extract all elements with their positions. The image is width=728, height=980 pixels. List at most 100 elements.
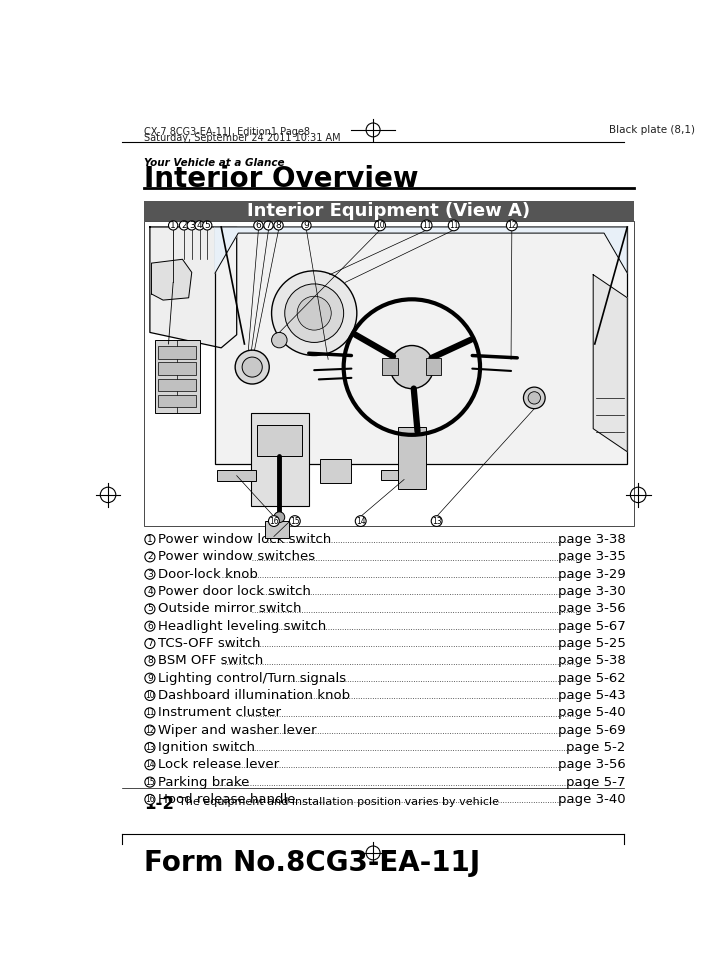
- Circle shape: [145, 587, 155, 597]
- Text: Hood release handle: Hood release handle: [159, 793, 296, 806]
- Text: CX-7 8CG3-EA-11J  Edition1 Page8: CX-7 8CG3-EA-11J Edition1 Page8: [143, 126, 309, 137]
- Circle shape: [145, 708, 155, 717]
- Text: 10: 10: [145, 691, 155, 700]
- Polygon shape: [150, 227, 237, 348]
- Circle shape: [145, 656, 155, 665]
- Text: Headlight leveling switch: Headlight leveling switch: [159, 619, 327, 633]
- Text: page 5-69: page 5-69: [558, 723, 626, 737]
- Text: 16: 16: [145, 795, 155, 804]
- Text: 3: 3: [147, 569, 153, 579]
- Text: BSM OFF switch: BSM OFF switch: [159, 655, 264, 667]
- Text: page 5-67: page 5-67: [558, 619, 626, 633]
- Text: 11: 11: [422, 220, 431, 230]
- Text: 3: 3: [189, 220, 194, 230]
- Text: page 3-40: page 3-40: [558, 793, 626, 806]
- Text: 11: 11: [145, 709, 154, 717]
- Text: Interior Overview: Interior Overview: [143, 166, 418, 193]
- Text: page 5-43: page 5-43: [558, 689, 626, 702]
- Text: 5: 5: [205, 220, 210, 230]
- Circle shape: [264, 220, 273, 230]
- Text: 1-2: 1-2: [143, 795, 174, 813]
- Circle shape: [528, 392, 540, 404]
- Text: 9: 9: [147, 673, 153, 683]
- Circle shape: [302, 220, 311, 230]
- Bar: [381, 470, 419, 479]
- Text: 15: 15: [290, 516, 300, 525]
- Circle shape: [272, 332, 287, 348]
- Circle shape: [355, 515, 366, 526]
- Circle shape: [145, 725, 155, 735]
- Text: 2: 2: [147, 553, 153, 562]
- Text: 13: 13: [432, 516, 441, 525]
- Text: 6: 6: [147, 621, 153, 631]
- Text: TCS-OFF switch: TCS-OFF switch: [159, 637, 261, 650]
- Text: page 5-2: page 5-2: [566, 741, 626, 754]
- Bar: [158, 346, 197, 359]
- Circle shape: [145, 534, 155, 545]
- Circle shape: [145, 552, 155, 562]
- Text: 4: 4: [197, 220, 202, 230]
- Text: 1: 1: [170, 220, 176, 230]
- Circle shape: [507, 220, 518, 231]
- Text: page 5-62: page 5-62: [558, 671, 626, 685]
- Text: page 5-7: page 5-7: [566, 775, 626, 789]
- Circle shape: [168, 220, 178, 230]
- Polygon shape: [215, 227, 628, 273]
- Text: Outside mirror switch: Outside mirror switch: [159, 603, 302, 615]
- Circle shape: [431, 515, 442, 526]
- Circle shape: [272, 270, 357, 356]
- Circle shape: [145, 777, 155, 787]
- Text: Lighting control/Turn signals: Lighting control/Turn signals: [159, 671, 347, 685]
- Text: page 3-56: page 3-56: [558, 759, 626, 771]
- Bar: [382, 358, 398, 374]
- Circle shape: [145, 604, 155, 613]
- Text: 15: 15: [145, 777, 155, 787]
- Bar: [143, 220, 633, 525]
- Text: page 3-38: page 3-38: [558, 533, 626, 546]
- Text: Door-lock knob: Door-lock knob: [159, 567, 258, 581]
- Text: 13: 13: [145, 743, 155, 752]
- Circle shape: [242, 357, 262, 377]
- Bar: [158, 363, 197, 374]
- Bar: [218, 470, 256, 481]
- Circle shape: [235, 350, 269, 384]
- Text: Instrument cluster: Instrument cluster: [159, 707, 282, 719]
- Circle shape: [145, 639, 155, 649]
- Circle shape: [274, 512, 285, 522]
- Circle shape: [523, 387, 545, 409]
- Text: page 3-56: page 3-56: [558, 603, 626, 615]
- Circle shape: [269, 515, 280, 526]
- Circle shape: [145, 760, 155, 770]
- Circle shape: [297, 296, 331, 330]
- Text: page 5-25: page 5-25: [558, 637, 626, 650]
- Text: Dashboard illumination knob: Dashboard illumination knob: [159, 689, 351, 702]
- Bar: [158, 395, 197, 407]
- Text: Black plate (8,1): Black plate (8,1): [609, 124, 695, 135]
- Text: 8: 8: [276, 220, 282, 230]
- Bar: [215, 227, 628, 465]
- Circle shape: [145, 569, 155, 579]
- Text: 9: 9: [304, 220, 309, 230]
- Text: Power window switches: Power window switches: [159, 551, 315, 564]
- Text: 11: 11: [449, 220, 459, 230]
- Text: 5: 5: [147, 605, 153, 613]
- Text: Wiper and washer lever: Wiper and washer lever: [159, 723, 317, 737]
- Text: page 3-35: page 3-35: [558, 551, 626, 564]
- Circle shape: [375, 220, 386, 231]
- Text: 7: 7: [266, 220, 272, 230]
- Text: 16: 16: [269, 516, 279, 525]
- Circle shape: [202, 220, 212, 230]
- Text: Form No.8CG3-EA-11J: Form No.8CG3-EA-11J: [143, 849, 480, 877]
- Text: Interior Equipment (View A): Interior Equipment (View A): [247, 202, 530, 220]
- Circle shape: [187, 220, 197, 230]
- Text: Lock release lever: Lock release lever: [159, 759, 280, 771]
- Text: 1: 1: [147, 535, 153, 544]
- Circle shape: [422, 220, 432, 231]
- Text: 14: 14: [356, 516, 365, 525]
- Text: Saturday, September 24 2011 10:31 AM: Saturday, September 24 2011 10:31 AM: [143, 133, 340, 143]
- Bar: [398, 427, 426, 489]
- Text: 8: 8: [147, 657, 153, 665]
- Text: 2: 2: [181, 220, 187, 230]
- Text: The equipment and installation position varies by vehicle: The equipment and installation position …: [178, 797, 499, 807]
- Circle shape: [390, 346, 434, 389]
